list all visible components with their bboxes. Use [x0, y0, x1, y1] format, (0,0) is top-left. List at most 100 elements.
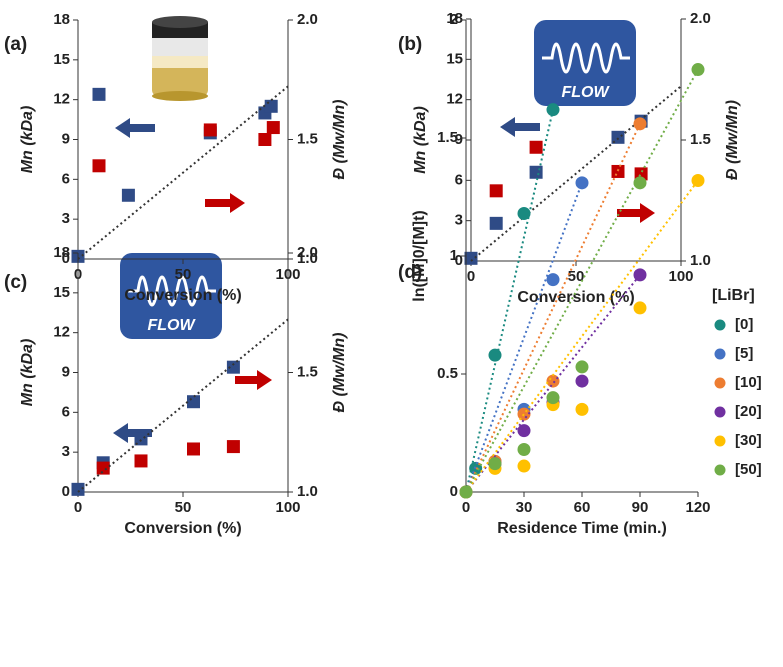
legend-label: [10] — [735, 374, 762, 391]
y-tick-label: 6 — [455, 171, 463, 188]
x-tick-label: 120 — [685, 499, 710, 516]
point — [575, 402, 589, 416]
icon-text: FLOW — [147, 317, 196, 334]
y-tick-label: 3 — [62, 210, 70, 227]
y-tick-label: 6 — [62, 403, 70, 420]
legend-marker — [714, 406, 726, 418]
y-tick-label: 12 — [446, 91, 463, 108]
theory-line — [77, 318, 289, 493]
point — [517, 459, 531, 473]
point — [546, 391, 560, 405]
point — [633, 301, 647, 315]
legend-label: [5] — [735, 345, 753, 362]
x-axis-label: Conversion (%) — [517, 289, 634, 306]
y-tick-label: 12 — [53, 324, 70, 341]
y-axis-label: Mn (kDa) — [19, 339, 36, 407]
point — [266, 121, 280, 135]
y-tick-label: 15 — [53, 284, 70, 301]
theory-line — [77, 85, 289, 260]
y-tick-label: 15 — [53, 51, 70, 68]
point — [489, 216, 503, 230]
point — [134, 454, 148, 468]
point — [203, 123, 217, 137]
panel-label: (d) — [398, 262, 422, 283]
point — [691, 173, 705, 187]
y-tick-label: 0 — [450, 483, 458, 500]
y-tick-label: 3 — [455, 212, 463, 229]
y-tick-label: 12 — [53, 91, 70, 108]
legend-marker — [714, 464, 726, 476]
panel-label: (a) — [4, 34, 27, 55]
arrows — [113, 117, 655, 443]
y-tick-label: 2 — [450, 11, 458, 28]
fit-line — [465, 274, 641, 493]
point — [546, 374, 560, 388]
y-tick-label: 15 — [446, 50, 463, 67]
y-tick-label: 0.5 — [437, 365, 458, 382]
point — [488, 348, 502, 362]
y-tick-label: 1.5 — [437, 129, 458, 146]
y2-tick-label: 1.5 — [297, 130, 318, 147]
y2-tick-label: 2.0 — [297, 11, 318, 28]
point — [691, 63, 705, 77]
point — [529, 140, 543, 154]
y-tick-label: 0 — [455, 252, 463, 269]
y-axis-label: Mn (kDa) — [412, 106, 429, 174]
x-tick-label: 90 — [632, 499, 649, 516]
y-tick-label: 9 — [62, 130, 70, 147]
fit-line — [465, 182, 583, 493]
y-tick-label: 18 — [53, 244, 70, 261]
point — [187, 395, 200, 409]
panel-label: (b) — [398, 34, 422, 55]
x-tick-label: 0 — [74, 499, 82, 516]
x-tick-label: 50 — [175, 499, 192, 516]
vial-icon — [152, 16, 208, 101]
point — [92, 87, 106, 101]
point — [459, 485, 473, 499]
y-tick-label: 9 — [62, 363, 70, 380]
legend-label: [50] — [735, 461, 762, 478]
y-tick-label: 9 — [455, 131, 463, 148]
y-axis-label: ln([M]0/[M]t) — [411, 210, 428, 302]
point — [464, 251, 478, 265]
legend-label: [30] — [735, 432, 762, 449]
y2-tick-label: 1.0 — [297, 483, 318, 500]
flow-icon: FLOW — [120, 253, 222, 339]
x-tick-label: 30 — [516, 499, 533, 516]
fit-line — [465, 109, 554, 493]
x-tick-label: 0 — [467, 268, 475, 285]
legend-marker — [714, 435, 726, 447]
point — [517, 443, 531, 457]
point — [517, 424, 531, 438]
flow-icon: FLOW — [534, 20, 636, 106]
y2-tick-label: 1.0 — [297, 250, 318, 267]
point — [546, 273, 560, 287]
fit-line — [465, 69, 699, 493]
point — [489, 184, 503, 198]
point — [633, 268, 647, 282]
x-tick-label: 100 — [668, 268, 693, 285]
point — [611, 164, 625, 178]
x-tick-label: 50 — [568, 268, 585, 285]
icon-text: FLOW — [561, 84, 610, 101]
point — [575, 176, 589, 190]
x-axis-label: Conversion (%) — [124, 520, 241, 537]
point — [264, 99, 278, 113]
y-tick-label: 3 — [62, 443, 70, 460]
legend-label: [0] — [735, 316, 753, 333]
y2-tick-label: 1.5 — [690, 131, 711, 148]
y-tick-label: 0 — [62, 483, 70, 500]
legend-marker — [714, 319, 726, 331]
y2-tick-label: 1.0 — [690, 252, 711, 269]
point — [488, 457, 502, 471]
x-tick-label: 100 — [275, 499, 300, 516]
legend-title: [LiBr] — [712, 287, 755, 304]
point — [226, 440, 240, 454]
point — [187, 442, 200, 456]
panel-label: (c) — [4, 272, 27, 293]
x-axis-label: Conversion (%) — [124, 287, 241, 304]
point — [517, 207, 531, 221]
y-tick-label: 1 — [450, 247, 458, 264]
theory-line — [470, 85, 682, 262]
